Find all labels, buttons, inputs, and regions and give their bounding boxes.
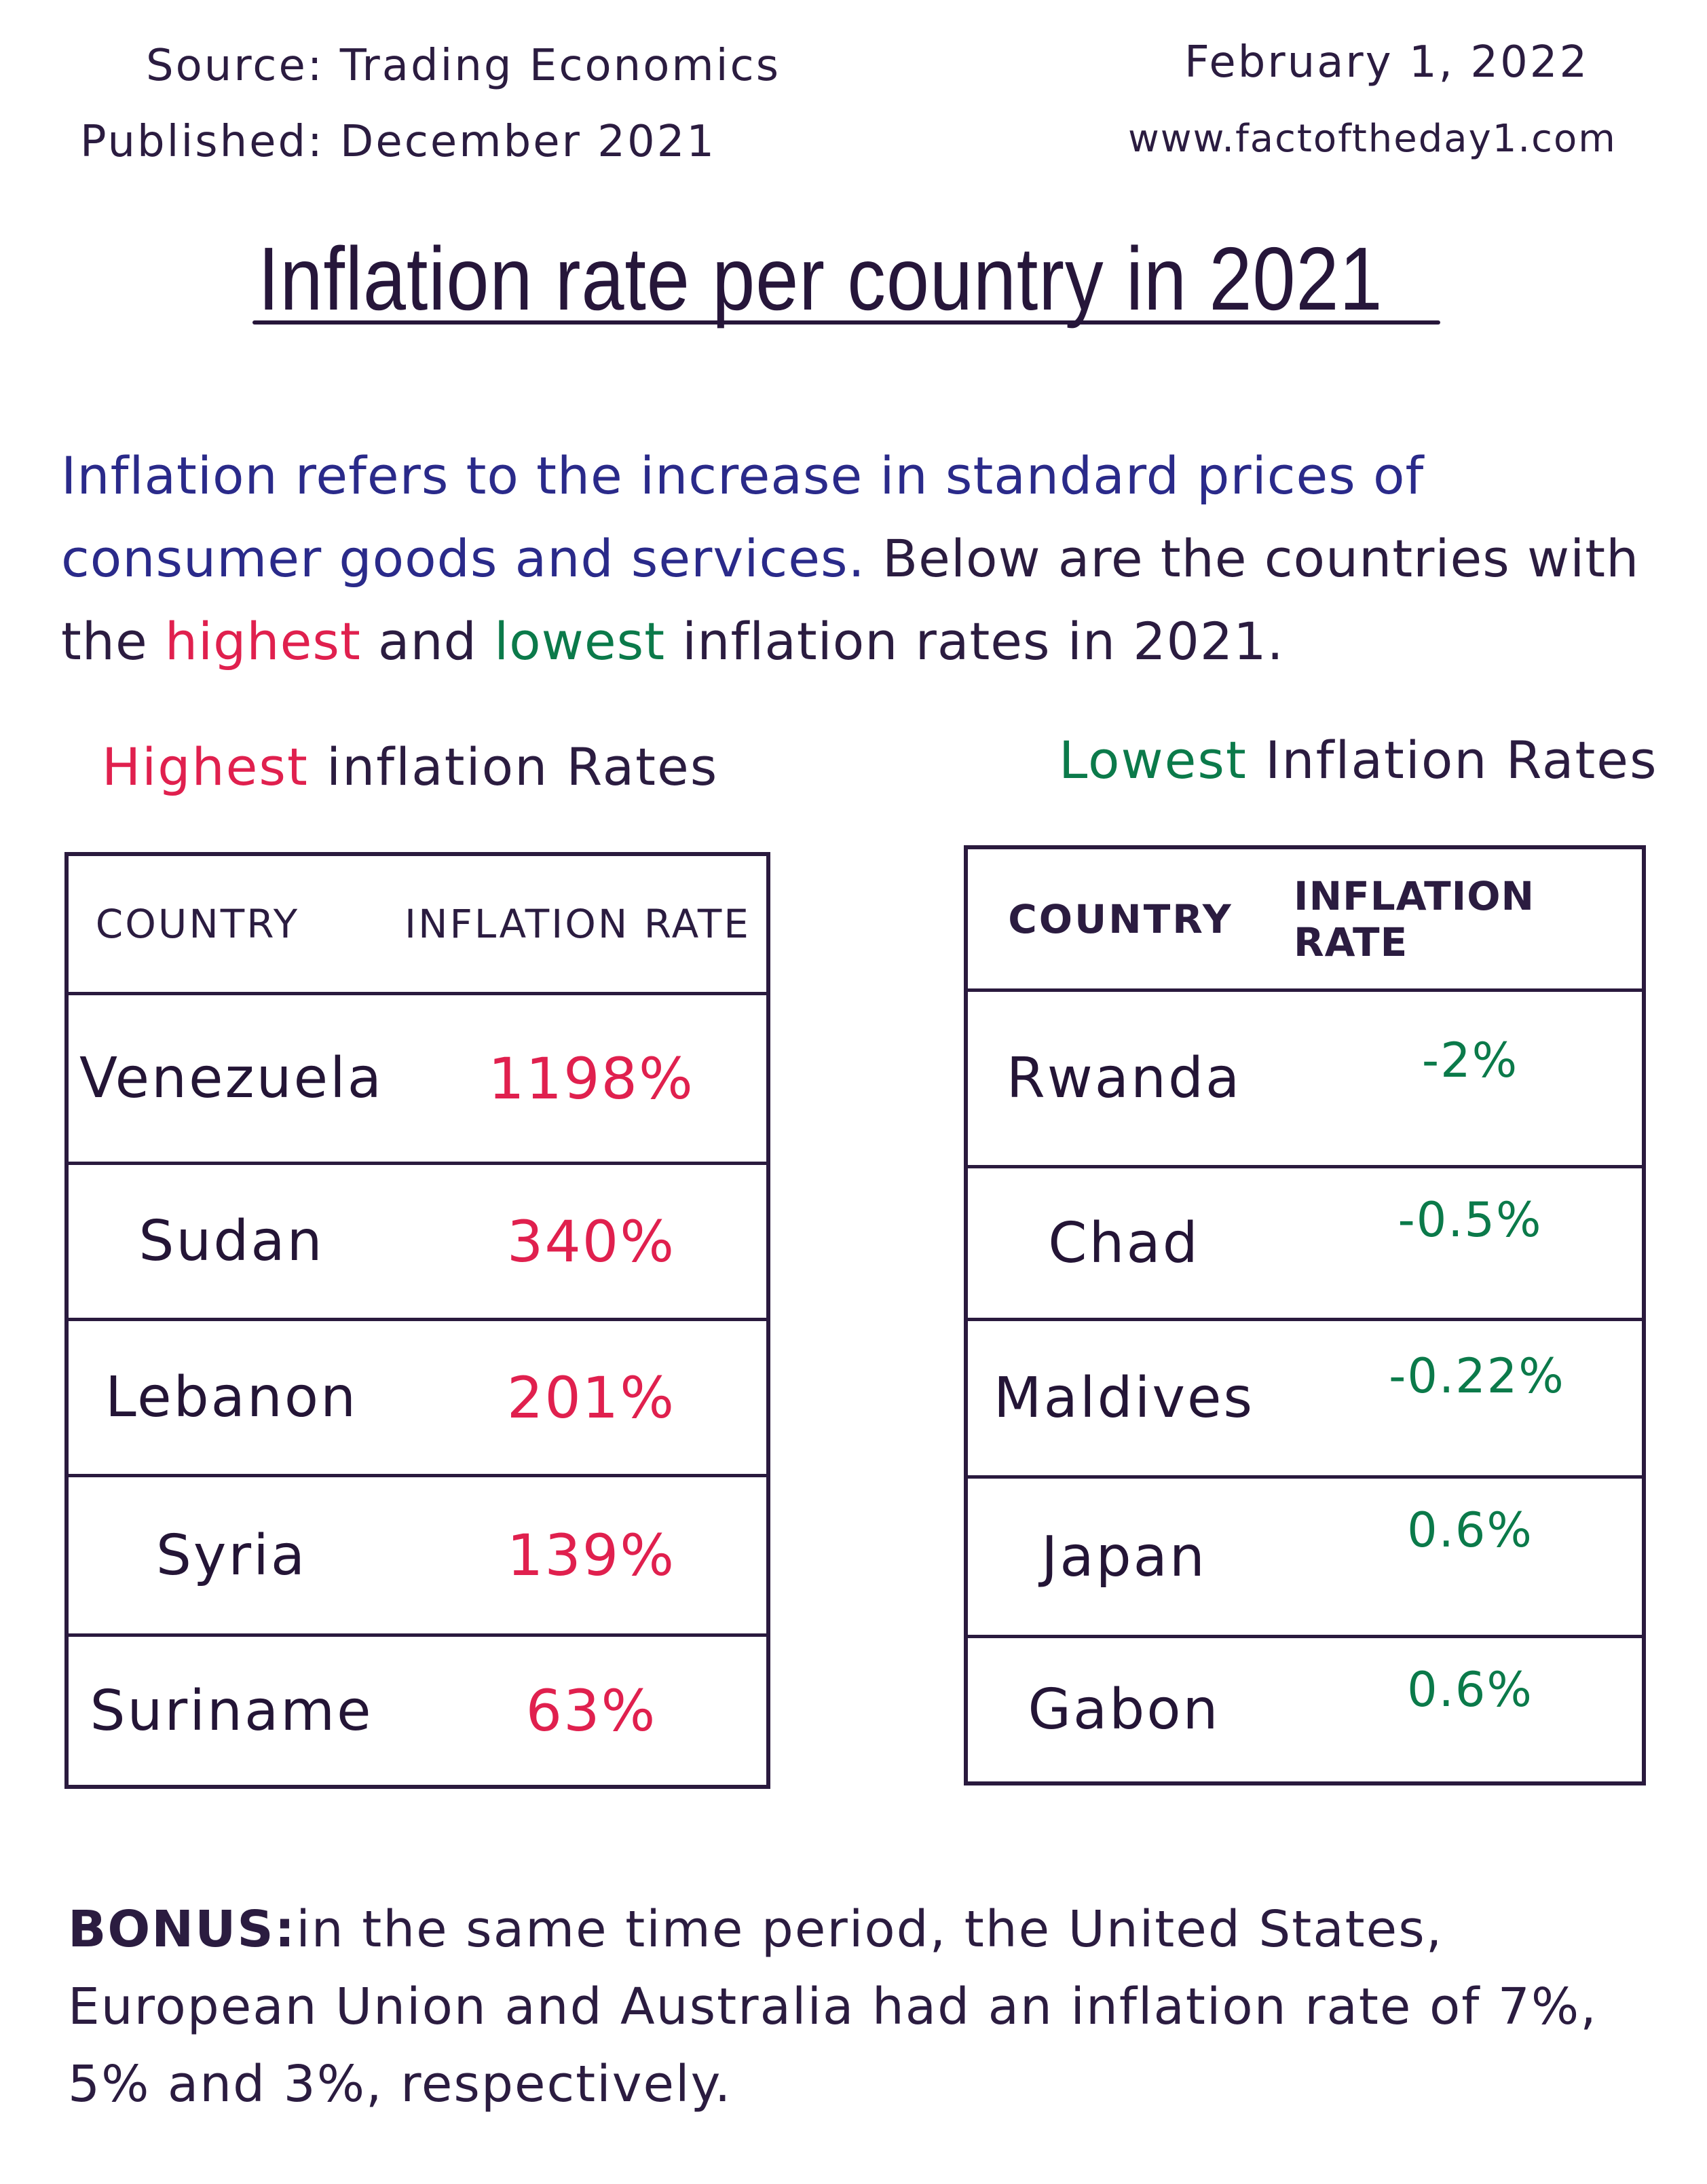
lowest-heading-colored: Lowest xyxy=(1059,730,1248,790)
source-text: Source: Trading Economics xyxy=(146,41,781,91)
country-cell: Syria xyxy=(155,1523,307,1588)
table-row: Lebanon 201% xyxy=(69,1321,766,1477)
country-cell: Chad xyxy=(1048,1210,1200,1276)
country-cell: Rwanda xyxy=(1006,1046,1242,1111)
table-header-row: COUNTRY INFLATION RATE xyxy=(968,849,1642,992)
bonus-text: in the same time period, the United Stat… xyxy=(68,1900,1598,2113)
rate-cell: 340% xyxy=(506,1208,676,1275)
table-row: Suriname 63% xyxy=(69,1637,766,1785)
intro-paragraph: Inflation refers to the increase in stan… xyxy=(61,434,1656,683)
intro-definition: Inflation refers to the increase in stan… xyxy=(61,445,1425,589)
country-cell: Maldives xyxy=(993,1366,1255,1430)
table-row: Japan 0.6% xyxy=(968,1479,1642,1638)
intro-lowest-word: lowest xyxy=(494,611,665,671)
highest-inflation-table: COUNTRY INFLATION RATE Venezuela 1198% S… xyxy=(64,852,770,1789)
rate-cell: -0.22% xyxy=(1389,1348,1565,1404)
table-row: Maldives -0.22% xyxy=(968,1321,1642,1479)
intro-tail: inflation rates in 2021. xyxy=(665,611,1284,671)
rate-cell: -2% xyxy=(1421,1033,1519,1088)
country-cell: Lebanon xyxy=(105,1365,358,1430)
column-header-country: COUNTRY xyxy=(1008,895,1233,942)
column-header-inflation-rate: INFLATION RATE xyxy=(1294,872,1535,965)
table-row: Rwanda -2% xyxy=(968,992,1642,1168)
date-text: February 1, 2022 xyxy=(1184,37,1590,88)
page-title: Inflation rate per country in 2021 xyxy=(258,229,1383,329)
rate-cell: 139% xyxy=(506,1522,676,1589)
highest-heading: Highest inflation Rates xyxy=(102,737,718,797)
country-cell: Japan xyxy=(1041,1524,1207,1589)
rate-cell: 0.6% xyxy=(1407,1502,1533,1558)
column-header-inflation-rate: INFLATION RATE xyxy=(405,901,751,947)
table-row: Syria 139% xyxy=(69,1477,766,1637)
published-text: Published: December 2021 xyxy=(80,117,717,167)
rate-cell: -0.5% xyxy=(1398,1192,1543,1248)
country-cell: Sudan xyxy=(138,1209,324,1274)
column-header-country: COUNTRY xyxy=(95,901,300,947)
table-row: Sudan 340% xyxy=(69,1165,766,1321)
title-underline xyxy=(252,320,1440,325)
highest-heading-rest: inflation Rates xyxy=(308,737,719,797)
highest-heading-colored: Highest xyxy=(102,737,309,797)
intro-highest-word: highest xyxy=(164,611,361,671)
website-text: www.factoftheday1.com xyxy=(1128,117,1617,161)
bonus-note: BONUS:in the same time period, the Unite… xyxy=(68,1891,1649,2123)
rate-cell: 201% xyxy=(506,1364,676,1431)
rate-cell: 1198% xyxy=(488,1045,694,1112)
country-cell: Suriname xyxy=(90,1678,373,1743)
rate-cell: 63% xyxy=(525,1678,657,1744)
table-row: Gabon 0.6% xyxy=(968,1638,1642,1781)
country-cell: Gabon xyxy=(1028,1678,1220,1742)
country-cell: Venezuela xyxy=(79,1046,384,1111)
lowest-heading-rest: Inflation Rates xyxy=(1247,730,1658,790)
table-row: Chad -0.5% xyxy=(968,1168,1642,1321)
intro-text: Below are the countries with the xyxy=(61,528,1640,671)
table-row: Venezuela 1198% xyxy=(69,995,766,1165)
bonus-label: BONUS: xyxy=(68,1900,297,1959)
intro-and: and xyxy=(360,611,495,671)
lowest-inflation-table: COUNTRY INFLATION RATE Rwanda -2% Chad -… xyxy=(964,845,1646,1785)
rate-cell: 0.6% xyxy=(1407,1662,1533,1718)
table-header-row: COUNTRY INFLATION RATE xyxy=(69,856,766,995)
lowest-heading: Lowest Inflation Rates xyxy=(1059,730,1658,790)
